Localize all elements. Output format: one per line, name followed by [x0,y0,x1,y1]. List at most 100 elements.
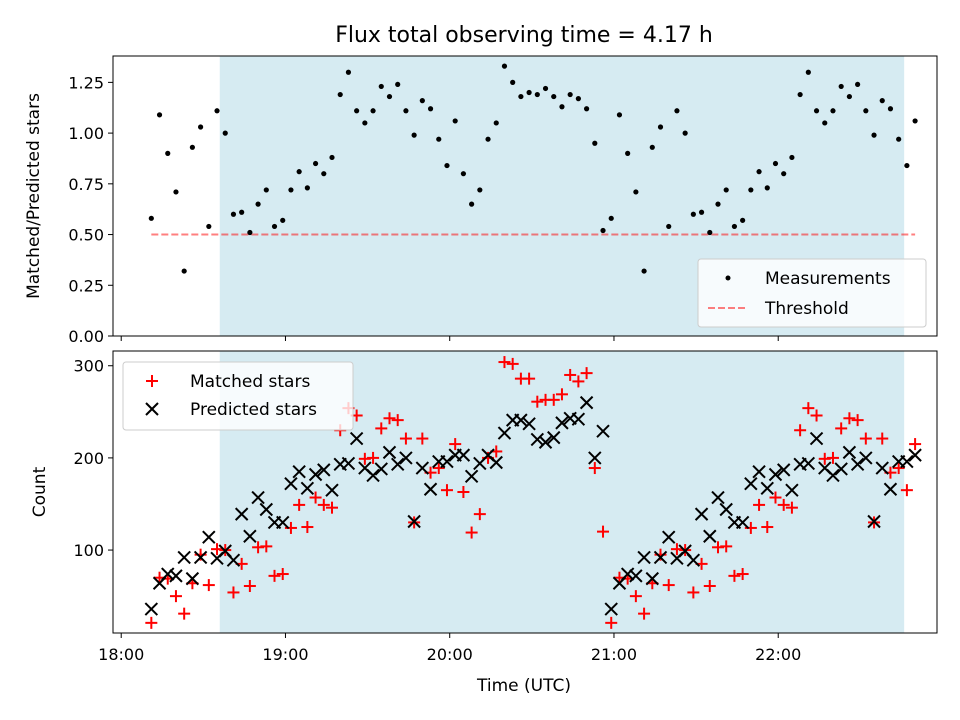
predicted-star-point [464,469,479,484]
top-y-tick-label: 0.25 [68,276,104,295]
predicted-star-point [538,435,553,449]
matched-star-point [227,586,240,599]
matched-star-point [383,412,396,425]
measurement-point [731,223,738,230]
measurement-point [855,81,861,88]
predicted-star-point [390,457,405,472]
measurement-point [403,108,409,114]
matched-star-point [301,521,314,534]
predicted-star-point [604,602,618,616]
bot-y-tick-label: 100 [73,541,104,560]
measurement-point [805,69,811,75]
legend-predicted-label: Predicted stars [190,400,317,420]
measurement-point [912,118,918,124]
matched-star-point [399,432,412,445]
predicted-star-point [629,569,643,583]
predicted-star-point [300,481,315,496]
measurement-point [600,227,606,234]
predicted-star-point [596,424,610,438]
predicted-star-point [415,461,430,475]
x-tick-label: 22:00 [755,645,801,664]
matched-star-point [728,569,741,582]
matched-star-point [506,357,519,370]
matched-star-point [309,491,322,504]
predicted-star-point [161,567,175,581]
predicted-star-point [193,550,208,565]
measurement-point [452,118,458,124]
measurement-point [526,89,532,96]
predicted-star-point [522,417,536,431]
predicted-star-point [908,448,922,462]
legend-measurements-marker [725,275,731,281]
top-y-tick-label: 0.75 [68,175,104,194]
predicted-star-point [399,451,413,465]
matched-star-point [909,438,922,451]
predicted-star-point [653,550,668,565]
matched-star-point [317,498,330,511]
predicted-star-point [637,550,651,565]
measurement-point [583,106,590,112]
measurement-point [797,91,803,98]
measurement-point [772,160,779,167]
measurement-point [444,162,450,169]
predicted-star-point [834,462,848,476]
matched-star-point [268,569,281,582]
matched-star-point [194,548,207,561]
bottom-frame [112,350,938,634]
measurement-point [707,229,713,236]
measurement-point [181,268,187,274]
measurement-point [460,171,467,177]
matched-star-point [777,498,790,511]
predicted-star-point [292,465,306,479]
top-marks [148,63,918,274]
predicted-star-point [202,530,216,544]
measurement-point [436,136,442,142]
predicted-star-point [308,467,323,482]
top-y-ticks: 0.00 0.25 0.50 0.75 1.00 1.25 [68,73,113,346]
predicted-star-point [620,567,635,581]
predicted-star-point [768,467,783,482]
predicted-star-point [366,468,380,483]
matched-star-point [293,498,306,511]
bot-y-tick-label: 300 [73,357,104,376]
measurement-point [846,93,852,100]
measurement-point [896,136,902,142]
measurement-point [518,93,524,100]
measurement-point [542,85,549,92]
predicted-star-point [694,507,709,521]
matched-star-point [761,521,774,534]
measurement-point [247,229,253,236]
measurement-point [592,140,598,146]
predicted-star-point [883,482,898,496]
bot-y-tick-label: 200 [73,449,104,468]
predicted-star-point [645,571,660,586]
measurement-point [756,169,762,175]
predicted-star-point [875,461,889,475]
measurement-point [723,187,729,193]
measurement-point [165,150,171,156]
top-y-tick-label: 0.50 [68,226,104,245]
measurement-point [345,69,352,75]
top-legend-box [697,258,927,328]
matched-star-point [802,402,815,415]
matched-star-point [457,486,470,498]
predicted-star-point [530,432,545,447]
measurement-point [230,211,237,217]
predicted-star-point [407,514,421,529]
measurement-point [206,223,212,230]
matched-star-point [736,568,749,581]
predicted-star-point [579,395,594,410]
measurement-point [830,108,836,114]
matched-star-point [260,540,273,553]
matched-star-point [465,526,478,539]
measurement-point [822,120,828,126]
matched-star-point [555,388,568,401]
measurement-point [649,144,655,150]
predicted-star-point [801,456,816,471]
measurement-point [288,187,294,193]
measurement-point [551,93,557,100]
measurement-point [239,209,245,215]
measurement-point [312,160,319,167]
measurement-point [419,98,425,104]
predicted-star-point [744,476,758,491]
